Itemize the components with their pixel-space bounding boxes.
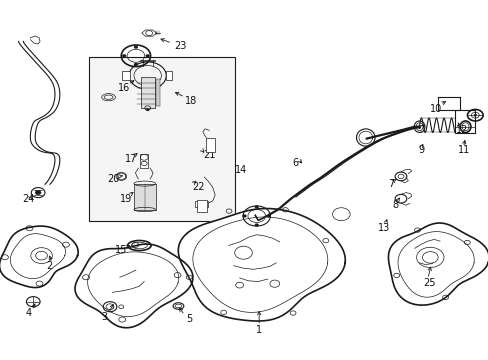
Text: 6: 6 (292, 158, 298, 168)
Text: 22: 22 (191, 182, 204, 192)
Circle shape (134, 46, 138, 49)
Text: 23: 23 (174, 41, 187, 51)
Text: 2: 2 (46, 261, 52, 271)
Text: 5: 5 (186, 314, 192, 324)
Circle shape (122, 54, 126, 57)
Text: 12: 12 (455, 125, 468, 135)
Bar (134, 184, 155, 210)
Circle shape (145, 54, 149, 57)
Circle shape (35, 190, 41, 195)
Text: 21: 21 (203, 150, 215, 160)
Text: 1: 1 (256, 325, 262, 336)
Text: 18: 18 (184, 96, 197, 106)
Circle shape (254, 206, 258, 208)
Text: 25: 25 (422, 278, 435, 288)
Text: 3: 3 (101, 312, 107, 322)
Text: 11: 11 (457, 145, 470, 156)
Text: 7: 7 (387, 179, 393, 189)
Text: 19: 19 (120, 194, 132, 204)
Bar (155, 79, 160, 106)
Polygon shape (0, 226, 78, 288)
Text: 16: 16 (117, 83, 130, 93)
Text: 24: 24 (22, 194, 35, 204)
Circle shape (254, 224, 258, 226)
Circle shape (242, 215, 246, 217)
Text: 17: 17 (124, 154, 137, 164)
Bar (196, 200, 207, 212)
Text: 13: 13 (377, 222, 389, 233)
Bar (140, 154, 148, 168)
Bar (89, 57, 234, 221)
Text: 9: 9 (418, 145, 424, 156)
Polygon shape (178, 208, 345, 321)
Text: 20: 20 (107, 174, 120, 184)
Text: 8: 8 (391, 200, 397, 210)
Circle shape (266, 215, 270, 217)
Bar (454, 110, 474, 133)
Bar (122, 71, 129, 80)
Bar (206, 138, 215, 152)
Circle shape (146, 109, 149, 111)
Circle shape (134, 63, 138, 66)
Bar (166, 71, 172, 80)
Polygon shape (75, 244, 192, 328)
Text: 14: 14 (234, 165, 246, 175)
Polygon shape (142, 30, 156, 36)
Bar (141, 77, 154, 108)
Circle shape (473, 114, 476, 116)
Text: 15: 15 (115, 245, 127, 255)
Bar (194, 201, 208, 207)
Text: 10: 10 (429, 104, 442, 114)
Polygon shape (387, 223, 488, 305)
Text: 4: 4 (25, 308, 31, 318)
